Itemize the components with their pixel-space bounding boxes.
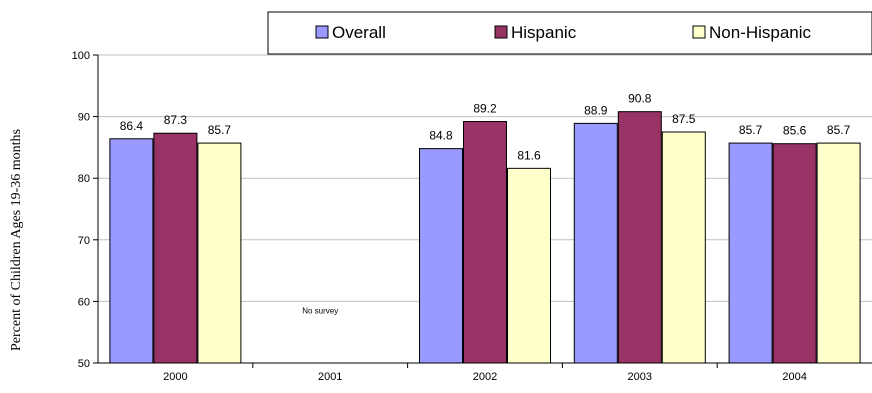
bar-overall-2000: [109, 138, 154, 364]
legend-swatch: [692, 25, 706, 39]
legend-swatch: [315, 25, 329, 39]
y-tick-label: 90: [78, 112, 90, 124]
y-tick-label: 50: [78, 358, 90, 370]
data-label: 84.8: [429, 129, 453, 143]
data-label: 81.6: [517, 148, 541, 162]
data-label: 85.7: [827, 123, 851, 137]
bars: [109, 111, 861, 364]
annotations: No survey: [302, 307, 338, 316]
x-tick-label: 2002: [473, 371, 497, 383]
bar-hispanic-2002: [463, 121, 507, 364]
x-tick-labels: 2000 2001 2002 2003 2004: [163, 371, 807, 383]
bar-non-hispanic-2000: [197, 142, 242, 364]
data-label: 89.2: [473, 102, 497, 116]
y-tick-label: 60: [78, 296, 90, 308]
legend: Overall Hispanic Non-Hispanic: [267, 11, 872, 55]
legend-box: [267, 11, 872, 55]
bar-non-hispanic-2003: [661, 131, 706, 364]
bar-non-hispanic-2004: [816, 142, 861, 364]
bar-hispanic-2004: [772, 143, 817, 364]
legend-label: Non-Hispanic: [709, 23, 812, 42]
bar-non-hispanic-2002: [507, 167, 551, 364]
legend-swatch: [494, 25, 508, 39]
bar-hispanic-2003: [617, 111, 662, 364]
data-label: 87.3: [164, 113, 188, 127]
y-axis-label: Percent of Children Ages 19-36 months: [9, 129, 24, 351]
data-label: 88.9: [584, 103, 608, 117]
bar-overall-2003: [573, 122, 618, 364]
legend-label: Overall: [332, 23, 386, 42]
data-label: 87.5: [672, 112, 696, 126]
bar-hispanic-2000: [153, 132, 198, 364]
x-tick-label: 2003: [628, 371, 652, 383]
y-tick-labels: 50 60 70 80 90 100: [72, 50, 90, 370]
data-label: 86.4: [120, 119, 144, 133]
y-tick-label: 100: [72, 50, 90, 62]
data-label: 85.7: [739, 123, 763, 137]
bar-overall-2002: [419, 148, 463, 364]
axes: [93, 54, 872, 368]
legend-label: Hispanic: [511, 23, 577, 42]
x-tick-label: 2004: [782, 371, 806, 383]
no-survey-note: No survey: [302, 307, 338, 316]
data-labels: 86.4 87.3 85.7 84.8 89.2 81.6 88.9 90.8 87.5 85.7…: [120, 92, 851, 163]
x-tick-label: 2001: [318, 371, 342, 383]
y-tick-label: 70: [78, 235, 90, 247]
data-label: 85.7: [208, 123, 232, 137]
x-tick-label: 2000: [163, 371, 187, 383]
data-label: 90.8: [628, 92, 652, 106]
y-tick-label: 80: [78, 173, 90, 185]
data-label: 85.6: [783, 124, 807, 138]
bar-overall-2004: [728, 142, 773, 364]
